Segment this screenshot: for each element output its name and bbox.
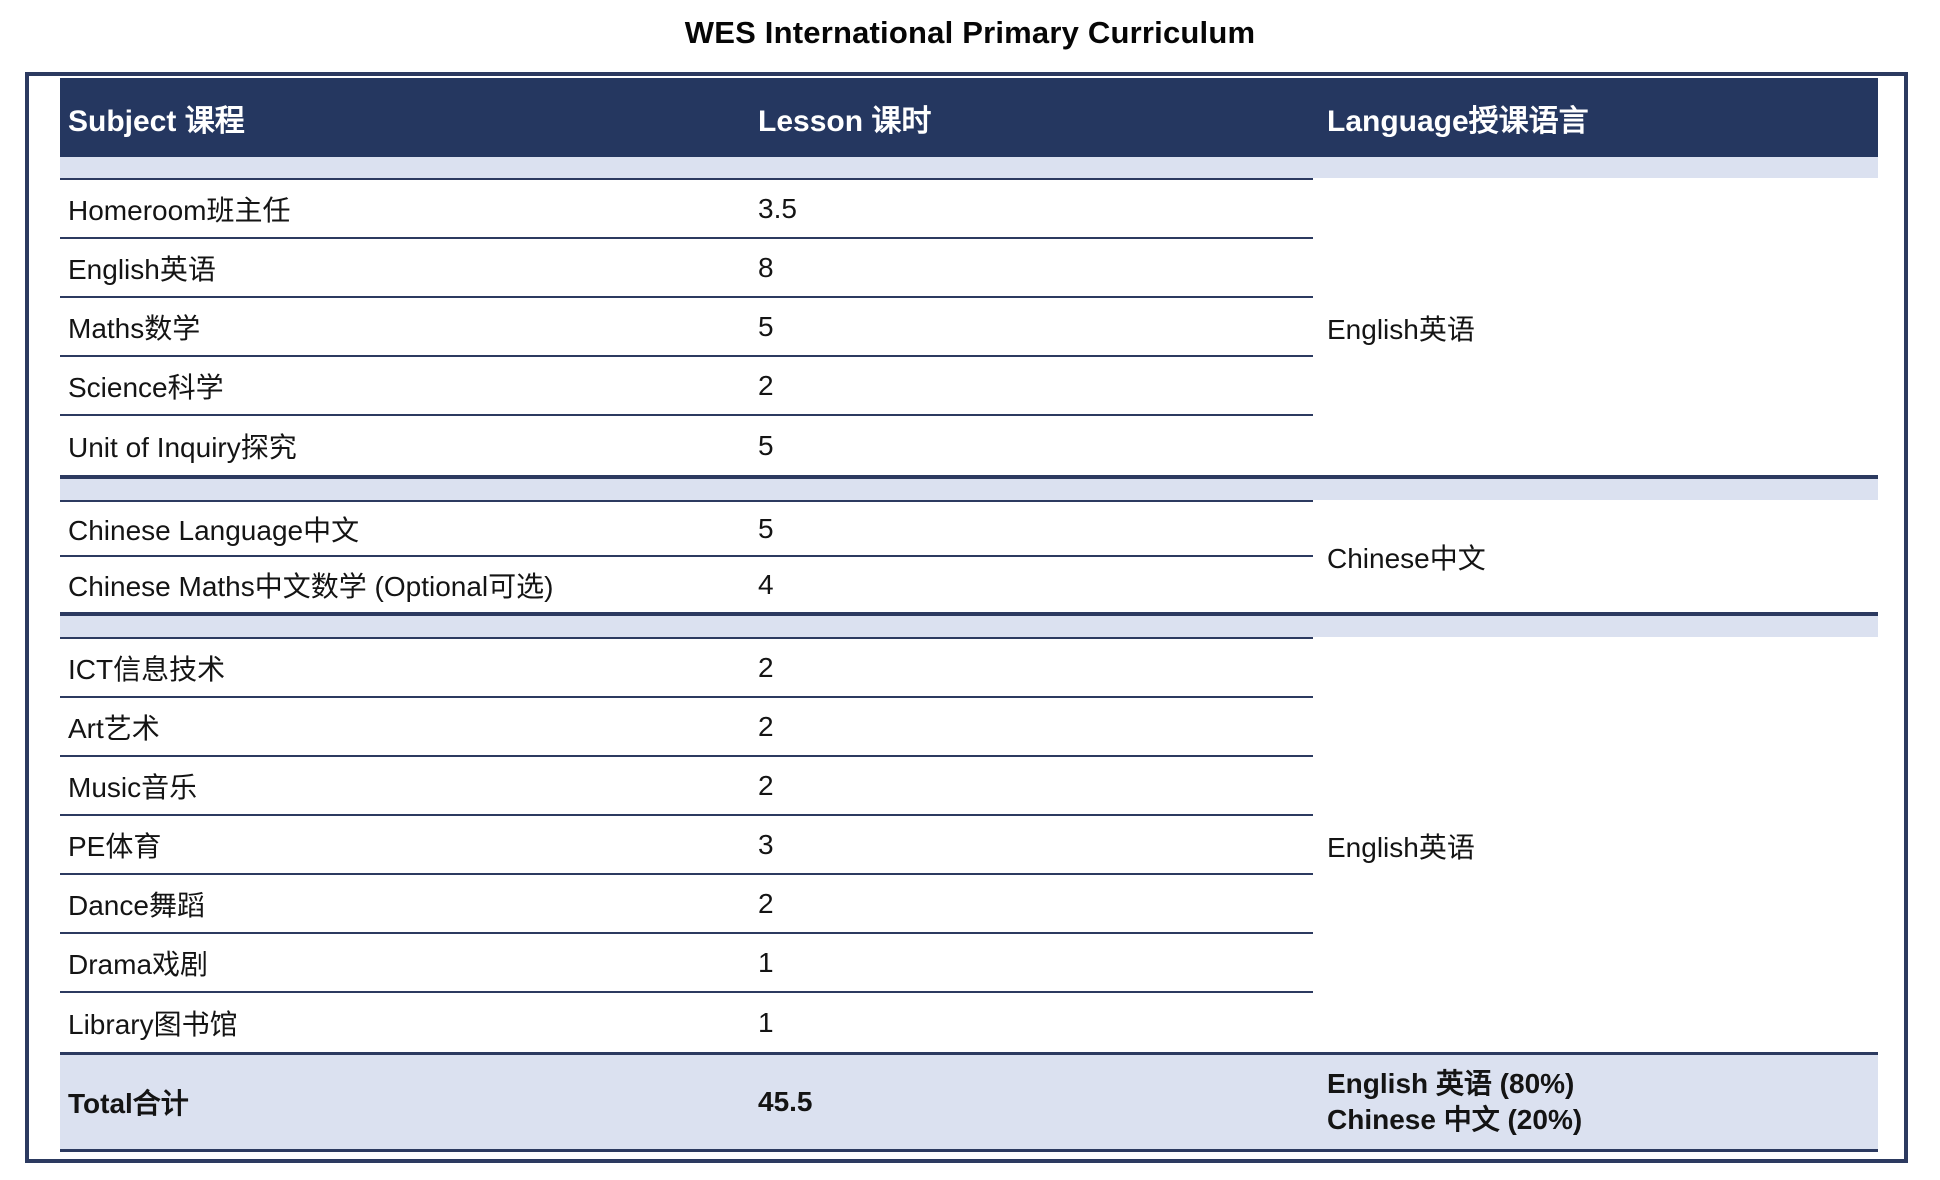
- lesson-cell: 5: [758, 310, 774, 342]
- language-cell: English英语: [1327, 313, 1475, 345]
- table-row: ICT信息技术 2: [60, 639, 1313, 698]
- lesson-cell: 4: [758, 568, 774, 600]
- table-row: English英语 8: [60, 239, 1313, 298]
- total-row: Total合计 45.5 English 英语 (80%) Chinese 中文…: [60, 1055, 1878, 1149]
- subject-cell: Library图书馆: [68, 1008, 238, 1040]
- lesson-cell: 2: [758, 651, 774, 683]
- group-divider-line: [60, 612, 1878, 616]
- lesson-cell: 8: [758, 251, 774, 283]
- total-bottom-line: [60, 1149, 1878, 1152]
- lesson-cell: 2: [758, 369, 774, 401]
- subject-cell: PE体育: [68, 830, 162, 862]
- subject-cell: Drama戏剧: [68, 948, 209, 980]
- subject-cell: Music音乐: [68, 771, 198, 803]
- subject-cell: Art艺术: [68, 712, 160, 744]
- total-language-line-english: English 英语 (80%): [1327, 1068, 1575, 1099]
- subject-cell: Unit of Inquiry探究: [68, 431, 297, 463]
- lesson-cell: 3: [758, 828, 774, 860]
- subject-cell: Homeroom班主任: [68, 194, 291, 226]
- group-divider-line: [60, 475, 1878, 479]
- page-title: WES International Primary Curriculum: [684, 15, 1256, 50]
- subject-group-english: Homeroom班主任 3.5 English英语 8 Maths数学 5 Sc…: [60, 180, 1878, 475]
- lesson-cell: 1: [758, 1006, 774, 1038]
- spacer-underline: [60, 178, 1313, 180]
- table-row: Unit of Inquiry探究 5: [60, 416, 1313, 475]
- subject-cell: English英语: [68, 253, 216, 285]
- spacer-underline: [60, 500, 1313, 502]
- lesson-cell: 1: [758, 946, 774, 978]
- table-row: Art艺术 2: [60, 698, 1313, 757]
- language-cell: Chinese中文: [1327, 543, 1486, 574]
- table-row: Chinese Maths中文数学 (Optional可选) 4: [60, 557, 1313, 612]
- subject-cell: Chinese Maths中文数学 (Optional可选): [68, 570, 554, 602]
- table-row: Homeroom班主任 3.5: [60, 180, 1313, 239]
- total-top-line: [60, 1052, 1878, 1055]
- table-row: Maths数学 5: [60, 298, 1313, 357]
- subject-group-specials: ICT信息技术 2 Art艺术 2 Music音乐 2 PE体育 3 Dance…: [60, 639, 1878, 1052]
- subject-cell: Science科学: [68, 371, 224, 403]
- table-row: PE体育 3: [60, 816, 1313, 875]
- group-spacer: [60, 616, 1878, 637]
- spacer-underline: [60, 637, 1313, 639]
- table-row: Drama戏剧 1: [60, 934, 1313, 993]
- group-rows: Chinese Language中文 5 Chinese Maths中文数学 (…: [60, 502, 1313, 612]
- curriculum-table: Subject 课程 Lesson 课时 Language授课语言 Homero…: [25, 72, 1908, 1163]
- header-subject: Subject 课程: [68, 104, 245, 138]
- header-lesson: Lesson 课时: [758, 104, 932, 138]
- group-rows: ICT信息技术 2 Art艺术 2 Music音乐 2 PE体育 3 Dance…: [60, 639, 1313, 1052]
- group-spacer: [60, 479, 1878, 500]
- total-language-cell: English 英语 (80%) Chinese 中文 (20%): [1313, 1066, 1878, 1138]
- lesson-cell: 5: [758, 429, 774, 461]
- language-cell: English英语: [1327, 831, 1475, 863]
- table-row: Library图书馆 1: [60, 993, 1313, 1052]
- group-spacer: [60, 157, 1878, 178]
- total-language-line-chinese: Chinese 中文 (20%): [1327, 1104, 1583, 1135]
- subject-cell: Maths数学: [68, 312, 201, 344]
- lesson-cell: 3.5: [758, 192, 797, 224]
- subject-cell: Chinese Language中文: [68, 514, 360, 546]
- header-language: Language授课语言: [1327, 104, 1589, 138]
- subject-cell: ICT信息技术: [68, 653, 226, 685]
- total-label: Total合计: [68, 1088, 189, 1119]
- lesson-cell: 2: [758, 710, 774, 742]
- table-row: Chinese Language中文 5: [60, 502, 1313, 557]
- lesson-cell: 2: [758, 769, 774, 801]
- group-rows: Homeroom班主任 3.5 English英语 8 Maths数学 5 Sc…: [60, 180, 1313, 475]
- lesson-cell: 2: [758, 887, 774, 919]
- subject-group-chinese: Chinese Language中文 5 Chinese Maths中文数学 (…: [60, 502, 1878, 612]
- subject-cell: Dance舞蹈: [68, 889, 205, 921]
- table-header-row: Subject 课程 Lesson 课时 Language授课语言: [60, 78, 1878, 157]
- lesson-cell: 5: [758, 512, 774, 544]
- table-row: Music音乐 2: [60, 757, 1313, 816]
- total-lesson-value: 45.5: [758, 1086, 813, 1117]
- table-row: Dance舞蹈 2: [60, 875, 1313, 934]
- table-row: Science科学 2: [60, 357, 1313, 416]
